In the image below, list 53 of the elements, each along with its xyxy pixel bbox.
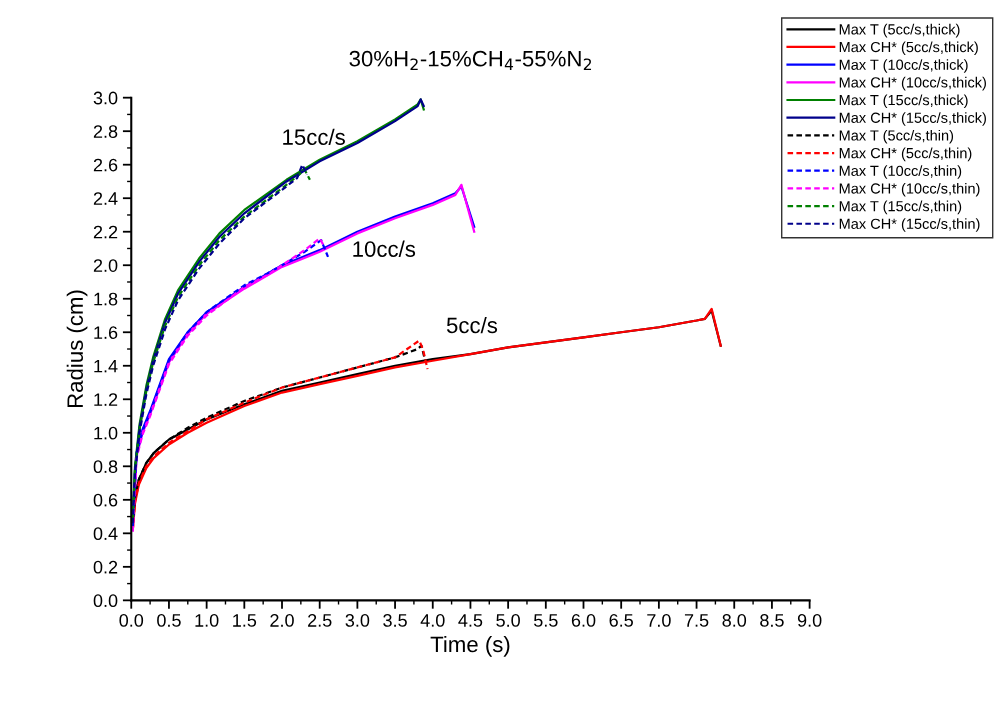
legend-label: Max T (15cc/s,thin) <box>839 200 962 215</box>
x-tick-label: 2.5 <box>308 614 332 627</box>
y-tick-label: 1.4 <box>94 359 118 373</box>
annotation: 15cc/s <box>283 128 345 145</box>
legend-label: Max T (5cc/s,thick) <box>839 23 960 38</box>
y-tick-label: 0.4 <box>93 527 118 541</box>
chart-title: 30%H$_{2}$-15%CH$_{4}$-55%N$_{2}$ <box>349 50 592 70</box>
x-tick-label: 7.0 <box>647 614 671 627</box>
x-tick-label: 1.5 <box>233 614 257 627</box>
x-tick-label: 5.0 <box>496 614 520 627</box>
x-tick-label: 0.5 <box>157 614 181 627</box>
y-axis-title: Radius (cm) <box>66 290 88 408</box>
legend-label: Max T (10cc/s,thick) <box>839 59 968 73</box>
legend-label: Max CH* (15cc/s,thin) <box>839 218 980 232</box>
x-tick-label: 4.5 <box>458 614 483 627</box>
y-tick-label: 3.0 <box>93 91 118 105</box>
y-tick-label: 0.6 <box>93 493 118 507</box>
x-tick-label: 6.0 <box>571 614 596 627</box>
y-tick-label: 2.4 <box>93 192 118 205</box>
y-tick-label: 2.8 <box>93 125 118 138</box>
legend-label: Max CH* (15cc/s,thick) <box>839 112 986 126</box>
x-tick-label: 3.0 <box>345 614 370 627</box>
y-tick-label: 1.0 <box>94 426 118 440</box>
legend-label: Max CH* (5cc/s,thick) <box>839 41 978 56</box>
legend-label: Max CH* (10cc/s,thick) <box>839 76 986 91</box>
x-tick-label: 8.5 <box>760 614 784 627</box>
x-tick-label: 2.0 <box>270 614 294 627</box>
y-tick-label: 0.0 <box>93 594 118 608</box>
legend-label: Max T (10cc/s,thin) <box>839 165 962 179</box>
y-tick-label: 0.2 <box>93 560 118 574</box>
x-axis-title: Time (s) <box>430 635 510 657</box>
x-tick-label: 7.5 <box>684 614 709 627</box>
x-tick-label: 8.0 <box>722 614 747 627</box>
x-tick-label: 1.0 <box>195 614 219 627</box>
y-tick-label: 2.0 <box>93 259 118 272</box>
legend-label: Max T (15cc/s,thick) <box>839 94 968 109</box>
y-tick-label: 1.8 <box>94 292 118 306</box>
x-tick-label: 5.5 <box>533 614 558 627</box>
x-tick-label: 4.0 <box>420 614 445 627</box>
x-tick-label: 9.0 <box>797 614 822 627</box>
y-tick-label: 0.8 <box>93 460 118 474</box>
annotation: 10cc/s <box>353 240 416 257</box>
x-tick-label: 3.5 <box>383 614 407 627</box>
y-tick-label: 1.2 <box>94 393 118 406</box>
y-tick-label: 2.6 <box>93 158 118 172</box>
y-tick-label: 1.6 <box>94 326 118 339</box>
x-tick-label: 0.0 <box>119 614 144 627</box>
x-tick-label: 6.5 <box>609 614 633 627</box>
annotation: 5cc/s <box>446 316 498 334</box>
legend-label: Max CH* (10cc/s,thin) <box>839 182 980 197</box>
y-tick-label: 2.2 <box>93 225 118 239</box>
legend-label: Max CH* (5cc/s,thin) <box>839 147 972 162</box>
legend-label: Max T (5cc/s,thin) <box>839 129 954 144</box>
